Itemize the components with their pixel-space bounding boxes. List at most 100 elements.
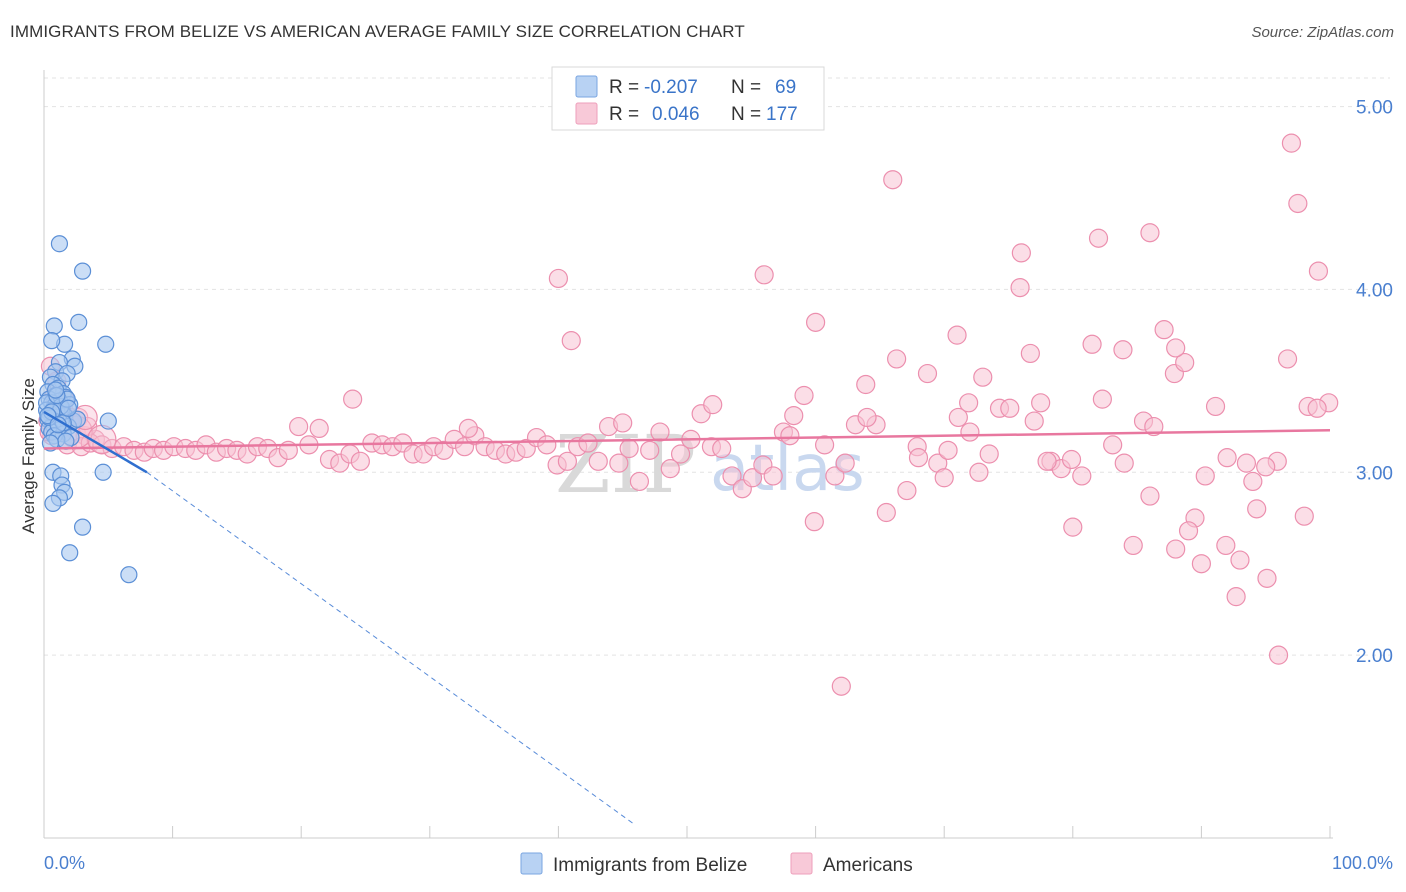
- americans-point: [1256, 457, 1276, 477]
- americans-point: [629, 471, 650, 492]
- y-tick-label: 4.00: [1356, 280, 1393, 301]
- belize-point: [97, 335, 115, 353]
- belize-points: [37, 235, 138, 584]
- americans-point: [1088, 228, 1109, 248]
- americans-point: [1178, 521, 1199, 541]
- americans-point: [350, 451, 370, 471]
- americans-point: [876, 502, 896, 523]
- americans-point: [784, 406, 804, 426]
- americans-point: [831, 676, 851, 696]
- americans-point: [780, 426, 800, 446]
- legend-swatch-americans: [575, 102, 598, 125]
- americans-point: [561, 331, 581, 351]
- americans-point: [947, 325, 967, 345]
- americans-point: [1020, 343, 1040, 364]
- bottom-legend-label-americans: Americans: [823, 855, 913, 876]
- americans-point: [1114, 453, 1134, 473]
- americans-point: [703, 395, 723, 415]
- americans-point: [1247, 499, 1267, 519]
- americans-point: [794, 385, 814, 406]
- americans-point: [804, 512, 824, 532]
- americans-point: [1281, 133, 1302, 153]
- x-tick-label-min: 0.0%: [44, 853, 85, 873]
- americans-point: [458, 418, 478, 438]
- legend-n-value-americans: 177: [766, 104, 798, 125]
- americans-point: [1000, 398, 1020, 418]
- americans-point: [948, 407, 968, 428]
- americans-point: [650, 422, 670, 442]
- bottom-legend-swatch-americans: [790, 852, 813, 875]
- americans-point: [1072, 466, 1092, 486]
- americans-point: [897, 480, 917, 501]
- americans-point: [883, 170, 903, 190]
- bottom-legend-label-belize: Immigrants from Belize: [553, 855, 747, 876]
- americans-points: [38, 133, 1339, 696]
- americans-point: [640, 440, 660, 460]
- americans-point: [1113, 340, 1133, 360]
- americans-point: [1257, 568, 1277, 588]
- americans-point: [1123, 535, 1143, 556]
- legend-r-label-belize: R =: [609, 77, 639, 98]
- americans-point: [670, 444, 691, 464]
- belize-trend-line: [43, 410, 148, 474]
- y-tick-label: 2.00: [1356, 646, 1393, 667]
- americans-point: [619, 438, 639, 459]
- americans-point: [289, 416, 309, 437]
- americans-point: [887, 349, 907, 369]
- americans-point: [805, 312, 826, 332]
- americans-point: [609, 453, 629, 473]
- americans-point: [1268, 645, 1289, 665]
- belize-point: [41, 434, 60, 452]
- americans-point: [1205, 396, 1226, 417]
- belize-point: [70, 313, 88, 331]
- americans-point: [959, 393, 979, 413]
- americans-point: [1082, 334, 1102, 354]
- americans-point: [1294, 506, 1314, 526]
- y-tick-label: 3.00: [1356, 463, 1393, 484]
- belize-point: [44, 494, 62, 512]
- belize-point: [99, 412, 117, 430]
- belize-point: [61, 544, 79, 562]
- americans-point: [1140, 223, 1160, 243]
- belize-point: [57, 432, 75, 450]
- americans-point: [1061, 449, 1082, 470]
- x-ticks: [43, 826, 1331, 838]
- americans-point: [309, 418, 329, 438]
- americans-point: [1092, 389, 1112, 409]
- americans-point: [815, 435, 835, 455]
- trend-lines: [43, 410, 1331, 826]
- belize-point: [94, 463, 112, 481]
- americans-point: [578, 433, 598, 453]
- belize-point: [50, 235, 69, 253]
- belize-trend-extension: [146, 471, 636, 826]
- stats-legend: R = -0.207 N = 69 R = 0.046 N = 177: [551, 66, 825, 131]
- americans-point: [712, 438, 732, 459]
- americans-point: [1103, 435, 1123, 455]
- americans-point: [917, 363, 938, 384]
- belize-point: [73, 518, 92, 536]
- americans-point: [1175, 352, 1195, 373]
- axes: [43, 70, 1333, 839]
- americans-point: [1166, 539, 1186, 559]
- americans-point: [973, 367, 993, 387]
- legend-r-label-americans: R =: [609, 104, 639, 125]
- americans-point: [742, 468, 763, 488]
- americans-point: [1230, 550, 1250, 570]
- americans-point: [856, 374, 876, 395]
- americans-point: [969, 462, 989, 482]
- americans-point: [1226, 587, 1246, 607]
- americans-point: [1308, 261, 1329, 281]
- legend-swatch-belize: [575, 75, 598, 98]
- americans-point: [1195, 466, 1215, 486]
- americans-point: [1277, 349, 1298, 369]
- americans-point: [1063, 517, 1083, 537]
- americans-point: [763, 466, 783, 486]
- americans-point: [1031, 393, 1051, 413]
- legend-n-label-americans: N =: [731, 104, 761, 125]
- americans-point: [1288, 193, 1308, 214]
- series-legend: Immigrants from Belize Americans: [520, 852, 913, 876]
- belize-point: [45, 317, 63, 335]
- americans-point: [1010, 278, 1030, 298]
- x-tick-label-max: 100.0%: [1332, 853, 1393, 873]
